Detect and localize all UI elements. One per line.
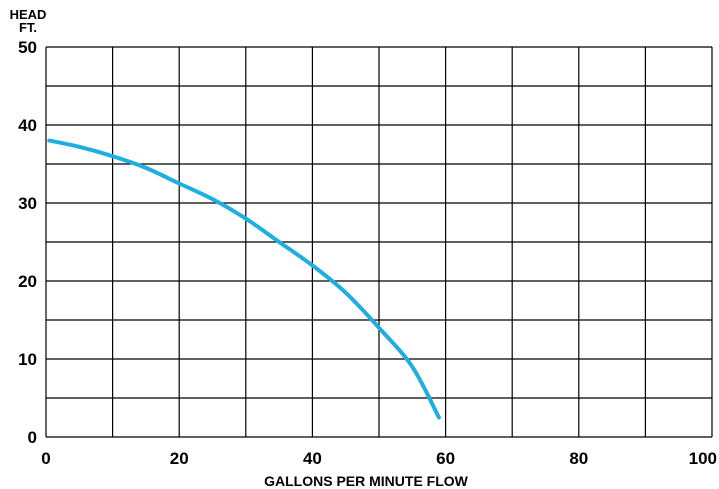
y-tick-labels: 0 10 20 30 40 50	[18, 38, 37, 447]
x-tick-label: 80	[569, 449, 588, 468]
x-tick-label: 20	[170, 449, 189, 468]
x-axis-label: GALLONS PER MINUTE FLOW	[264, 473, 469, 489]
y-tick-label: 40	[18, 116, 37, 135]
x-tick-labels: 0 20 40 60 80 100	[41, 449, 717, 468]
y-tick-label: 50	[18, 38, 37, 57]
x-tick-label: 60	[436, 449, 455, 468]
y-tick-label: 20	[18, 272, 37, 291]
y-axis-label-line-2: FT.	[19, 20, 37, 35]
x-tick-label: 100	[689, 449, 717, 468]
y-tick-label: 30	[18, 194, 37, 213]
x-tick-label: 0	[41, 449, 50, 468]
pump-curve-line	[47, 138, 441, 420]
y-tick-label: 0	[28, 428, 37, 447]
x-tick-label: 40	[303, 449, 322, 468]
y-axis-label-line-1: HEAD	[10, 7, 47, 22]
y-tick-label: 10	[18, 350, 37, 369]
grid	[45, 46, 713, 438]
